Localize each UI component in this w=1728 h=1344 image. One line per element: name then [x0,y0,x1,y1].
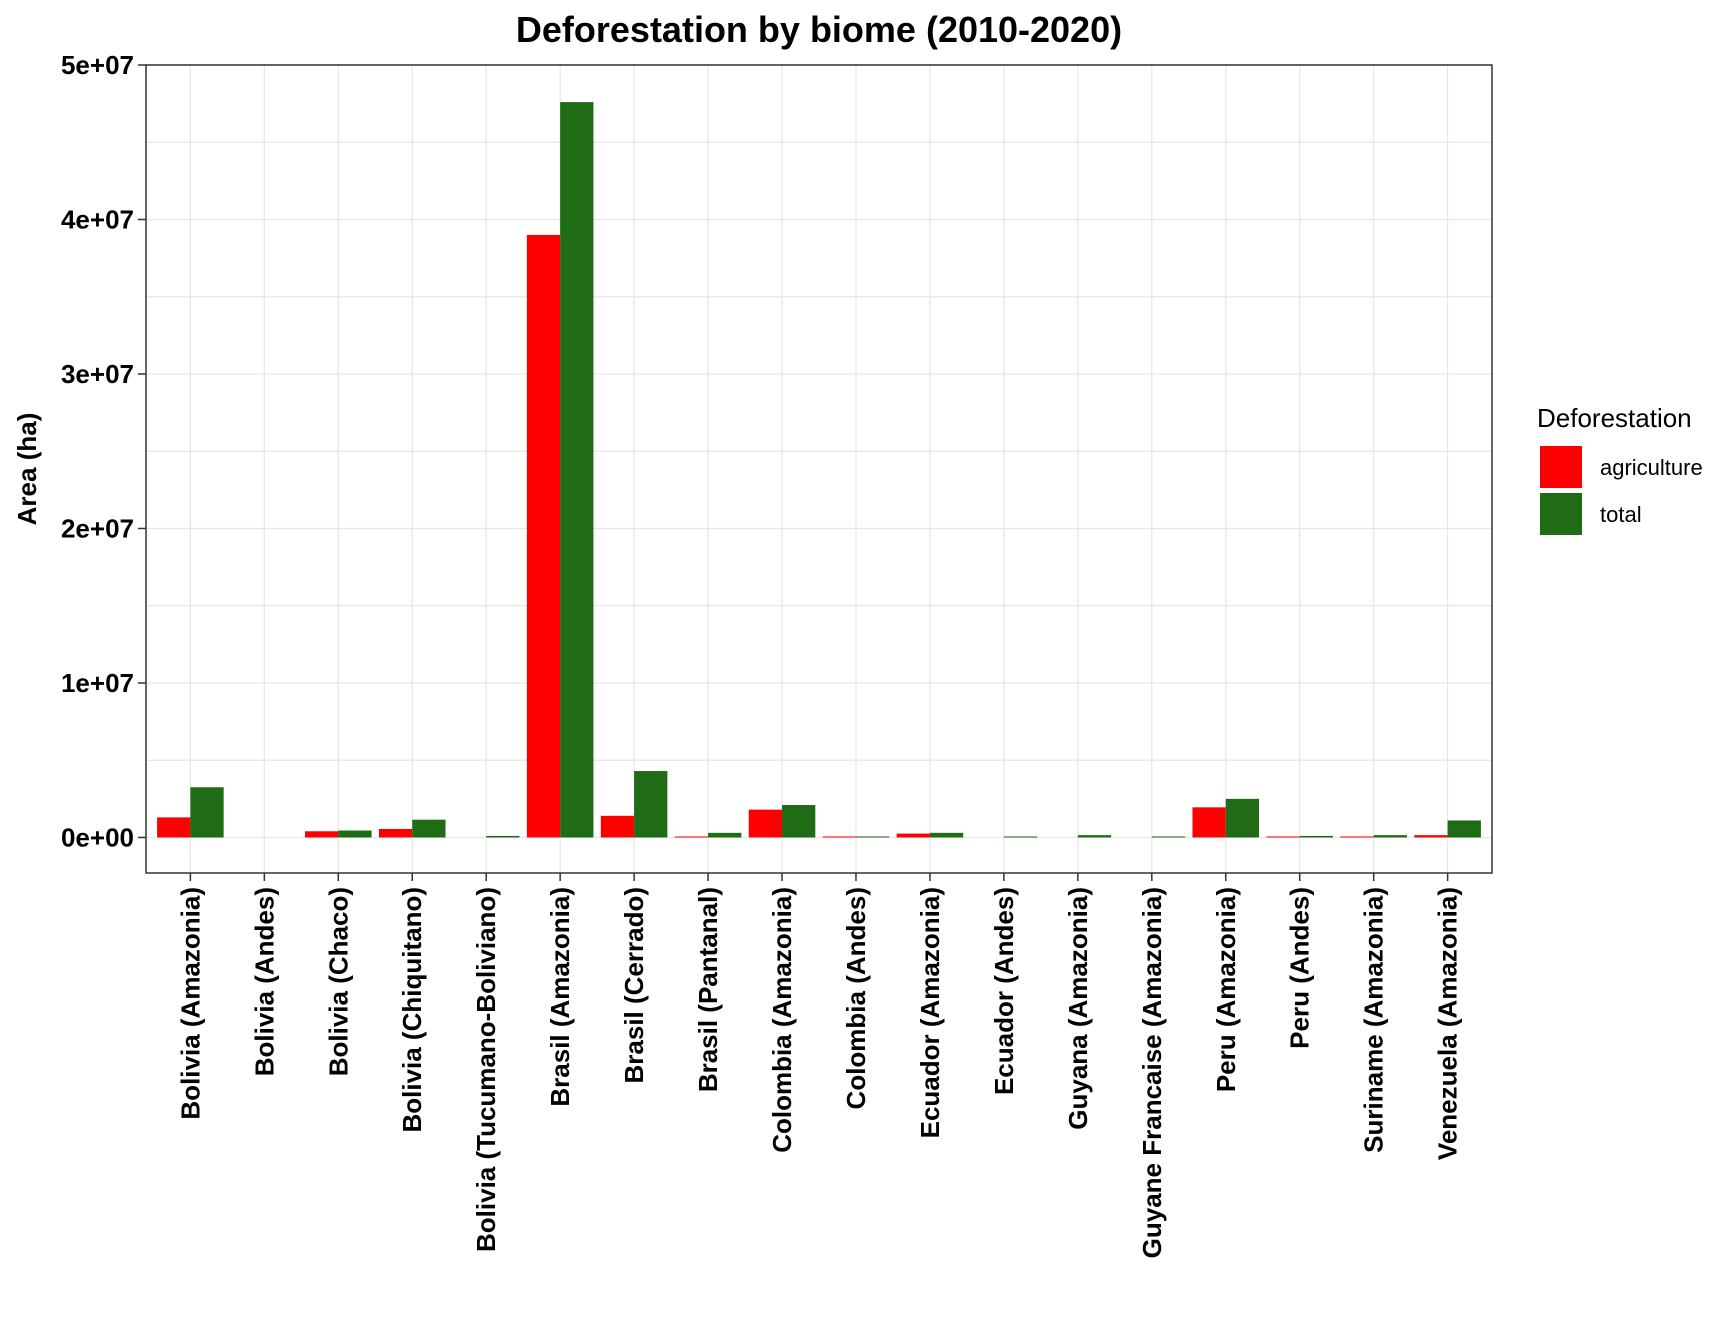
x-tick-label: Ecuador (Andes) [989,887,1019,1095]
x-tick-label: Ecuador (Amazonia) [915,887,945,1138]
bar-total-11 [1003,836,1038,838]
y-axis-title: Area (ha) [12,413,42,526]
bar-total-10 [929,832,964,838]
bar-agriculture-9 [822,836,856,838]
x-tick-label: Bolivia (Andes) [249,887,279,1076]
x-tick-label: Bolivia (Chiquitano) [397,887,427,1133]
x-tick-label: Venezuela (Amazonia) [1433,887,1463,1160]
legend-key-agriculture [1540,446,1582,488]
bar-total-4 [486,835,520,838]
x-tick-label: Brasil (Amazonia) [545,887,575,1107]
bar-agriculture-17 [1414,835,1448,838]
bar-agriculture-5 [526,234,561,838]
legend-label-agriculture: agriculture [1600,455,1703,480]
bar-agriculture-6 [600,815,635,838]
bar-agriculture-7 [674,836,709,838]
x-tick-label: Guyane Francaise (Amazonia) [1137,887,1167,1258]
x-tick-label: Bolivia (Tucumano-Boliviano) [471,887,501,1252]
bar-agriculture-14 [1192,807,1226,838]
y-tick-label: 0e+00 [61,822,134,852]
bar-agriculture-8 [748,809,783,838]
bar-total-16 [1373,835,1407,838]
bar-total-15 [1299,835,1333,838]
bar-agriculture-0 [157,817,191,838]
bar-agriculture-3 [378,828,413,838]
bar-total-2 [338,830,372,838]
x-tick-label: Peru (Andes) [1285,887,1315,1049]
chart-title: Deforestation by biome (2010-2020) [516,9,1122,50]
x-tick-label: Colombia (Andes) [841,887,871,1109]
legend: Deforestation agriculture total [1537,403,1703,535]
x-tick-label: Brasil (Pantanal) [693,887,723,1092]
y-tick-label: 4e+07 [61,204,134,234]
bar-total-8 [782,805,816,838]
y-tick-label: 3e+07 [61,359,134,389]
bar-agriculture-2 [305,831,339,838]
x-tick-label: Colombia (Amazonia) [767,887,797,1153]
bar-agriculture-10 [896,833,930,838]
x-tick-label: Guyana (Amazonia) [1063,887,1093,1130]
bar-total-14 [1225,798,1260,838]
x-tick-label: Bolivia (Chaco) [323,887,353,1076]
x-tick-label: Suriname (Amazonia) [1359,887,1389,1153]
bar-agriculture-16 [1340,836,1374,838]
y-tick-label: 1e+07 [61,668,134,698]
bar-total-6 [634,771,668,838]
x-tick-label: Brasil (Cerrado) [619,887,649,1084]
bars [157,102,1481,838]
y-tick-label: 2e+07 [61,513,134,543]
plot-panel-border [145,64,1493,874]
legend-label-total: total [1600,502,1642,527]
x-tick-label: Peru (Amazonia) [1211,887,1241,1092]
legend-key-total [1540,493,1582,535]
bar-total-0 [190,787,224,838]
bar-total-7 [708,832,742,838]
bar-total-5 [560,102,594,838]
legend-title: Deforestation [1537,403,1692,433]
grid [146,64,1492,873]
bar-total-13 [1151,836,1186,838]
y-tick-label: 5e+07 [61,50,134,80]
x-tick-label: Bolivia (Amazonia) [175,887,205,1120]
bar-total-9 [855,836,890,838]
bar-agriculture-15 [1266,836,1300,838]
axes: 0e+00 1e+07 2e+07 3e+07 4e+07 5e+07 Bolivia (A… [61,50,1463,1258]
bar-total-12 [1077,835,1112,838]
bar-total-17 [1447,820,1481,838]
bar-total-3 [412,819,446,838]
